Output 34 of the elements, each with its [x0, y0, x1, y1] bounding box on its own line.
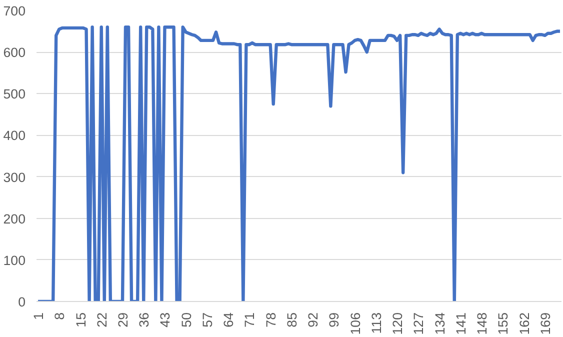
x-tick-label: 120 [390, 312, 406, 335]
x-tick-label: 43 [158, 312, 173, 328]
x-tick-label: 8 [52, 312, 68, 320]
x-tick-label: 85 [284, 312, 300, 328]
y-tick-label: 300 [3, 170, 26, 185]
x-tick-label: 169 [538, 312, 553, 335]
x-tick-label: 99 [326, 312, 342, 328]
x-tick-label: 29 [115, 312, 130, 328]
y-tick-label: 200 [3, 211, 26, 226]
x-tick-label: 50 [178, 312, 194, 328]
x-tick-label: 134 [432, 312, 448, 335]
x-tick-label: 162 [516, 312, 532, 335]
x-tick-label: 92 [306, 312, 321, 328]
x-tick-label: 78 [263, 312, 278, 328]
x-tick-label: 64 [221, 312, 236, 328]
x-tick-label: 106 [348, 312, 363, 335]
y-tick-label: 500 [3, 86, 26, 102]
x-tick-label: 155 [496, 312, 511, 335]
y-tick-label: 100 [3, 252, 26, 268]
x-tick-label: 57 [200, 312, 215, 328]
x-tick-label: 148 [474, 312, 490, 335]
x-tick-label: 127 [411, 312, 426, 335]
x-tick-label: 36 [136, 312, 152, 328]
x-tick-label: 141 [453, 312, 468, 335]
y-tick-label: 700 [3, 4, 26, 18]
y-tick-label: 0 [18, 294, 26, 310]
x-tick-label: 15 [73, 312, 88, 328]
x-tick-label: 113 [368, 312, 384, 334]
y-tick-label: 400 [3, 128, 26, 144]
y-tick-label: 600 [3, 45, 26, 60]
x-tick-label: 71 [242, 312, 258, 328]
line-series [36, 26, 562, 302]
x-tick-label: 22 [94, 312, 110, 328]
x-tick-label: 1 [31, 312, 46, 320]
